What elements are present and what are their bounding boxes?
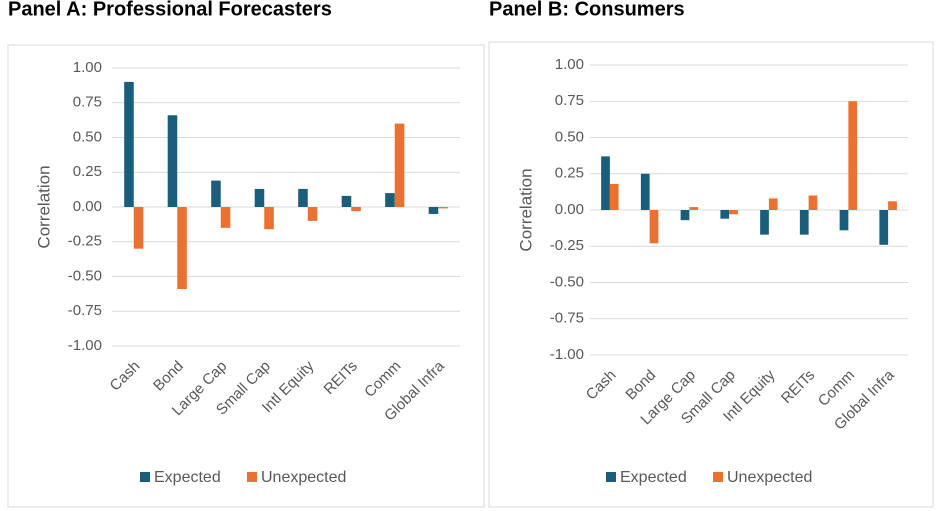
y-tick-label: 0.00 (555, 201, 584, 218)
legend-swatch (713, 472, 723, 482)
panel-title: Panel A: Professional Forecasters (8, 0, 332, 20)
bar (133, 207, 144, 249)
bar (211, 180, 221, 207)
panel-title: Panel B: Consumers (489, 0, 685, 20)
legend-swatch (606, 472, 616, 482)
y-tick-label: 1.00 (555, 56, 584, 73)
legend-label: Expected (154, 469, 221, 486)
bar (640, 173, 650, 210)
legend-label: Unexpected (261, 469, 346, 486)
bar (760, 210, 769, 235)
y-axis-label: Correlation (516, 168, 535, 251)
bar (839, 210, 849, 231)
bar (124, 81, 134, 207)
y-tick-label: 0.25 (73, 163, 102, 180)
bar (394, 123, 405, 207)
bar (264, 207, 274, 230)
y-tick-label: -0.25 (68, 233, 102, 250)
y-tick-label: -0.75 (68, 302, 102, 319)
y-tick-label: 0.75 (73, 94, 102, 111)
y-tick-label: 0.75 (555, 92, 584, 109)
bar (341, 195, 352, 207)
bar (799, 210, 809, 235)
bar (167, 115, 178, 207)
y-tick-label: -0.50 (68, 267, 102, 284)
y-tick-label: 0.25 (555, 165, 584, 182)
y-tick-label: -1.00 (550, 346, 584, 363)
y-tick-label: -0.50 (550, 273, 584, 290)
bar (808, 195, 818, 210)
y-tick-label: -1.00 (68, 337, 102, 354)
bar (680, 210, 690, 221)
bar (351, 207, 361, 212)
bar (438, 207, 448, 209)
y-axis-label: Correlation (34, 165, 53, 248)
bar (768, 198, 778, 210)
bar (298, 188, 308, 207)
bar (177, 207, 187, 290)
bar (888, 201, 897, 210)
bar (879, 210, 889, 245)
y-tick-label: -0.75 (550, 310, 584, 327)
y-tick-label: 1.00 (73, 59, 102, 76)
bar (609, 183, 619, 210)
bar (307, 207, 318, 221)
bar (385, 193, 395, 207)
bar (601, 156, 610, 210)
y-tick-label: 0.00 (73, 198, 102, 215)
bar (649, 210, 659, 244)
legend-label: Unexpected (727, 469, 812, 486)
legend-label: Expected (620, 469, 687, 486)
bar (720, 210, 730, 219)
bar (729, 210, 738, 215)
y-tick-label: -0.25 (550, 237, 584, 254)
bar (254, 188, 265, 207)
legend-swatch (140, 472, 150, 482)
bar (428, 207, 439, 214)
bar (220, 207, 231, 228)
legend-swatch (247, 472, 257, 482)
y-tick-label: 0.50 (555, 128, 584, 145)
panel-frame (488, 41, 934, 508)
bar (848, 101, 858, 210)
y-tick-label: 0.50 (73, 128, 102, 145)
bar (689, 207, 699, 210)
